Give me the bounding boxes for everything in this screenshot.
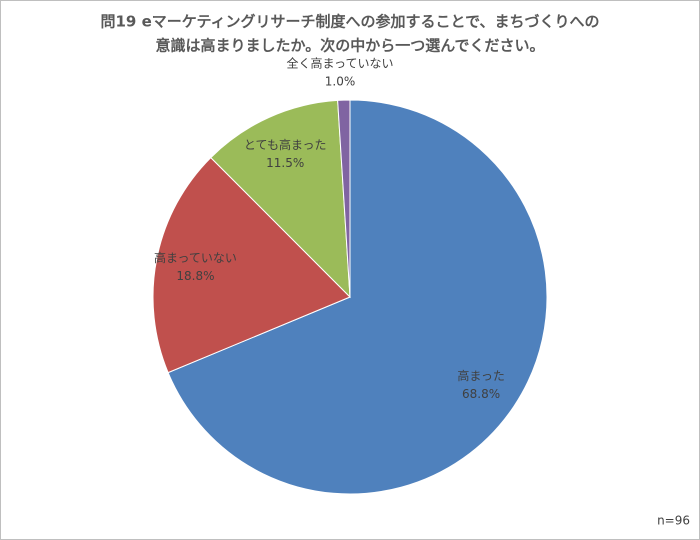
data-label-category: 高まった [457, 368, 505, 383]
pie-slice [167, 99, 548, 495]
pie-slice [337, 99, 351, 298]
data-label-category: とても高まった [244, 137, 327, 152]
data-label-value: 68.8% [462, 387, 500, 401]
data-label-category: 高まっていない [154, 250, 237, 265]
sample-size-note: n=96 [657, 514, 690, 528]
data-label-category: 全く高まっていない [287, 56, 394, 71]
chart-title-line: 問19 eマーケティングリサーチ制度への参加することで、まちづくりへの [100, 13, 599, 31]
pie-slice [152, 156, 351, 374]
data-label-value: 1.0% [325, 75, 356, 89]
pie-slice [210, 99, 351, 299]
chart-title-line: 意識は高まりましたか。次の中から一つ選んでください。 [156, 37, 545, 55]
data-label-value: 18.8% [176, 269, 214, 283]
data-label-value: 11.5% [266, 156, 304, 170]
